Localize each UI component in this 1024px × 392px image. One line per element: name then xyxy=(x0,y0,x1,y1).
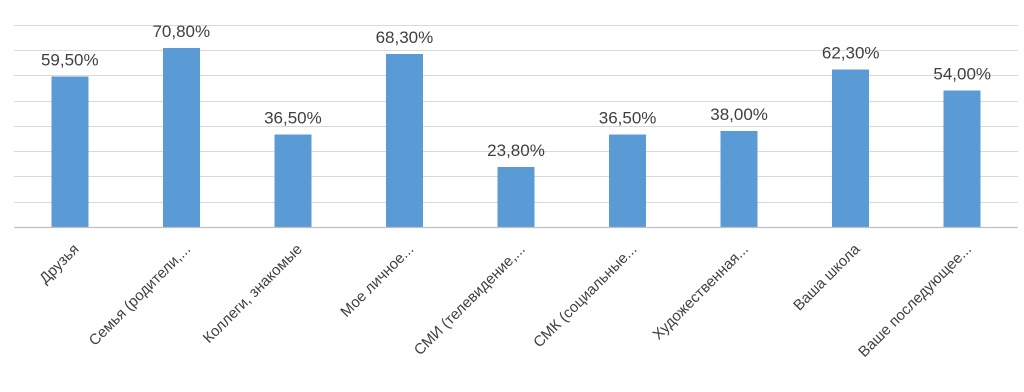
bar xyxy=(162,47,200,228)
category-tick-label: Художественная... xyxy=(649,241,752,344)
data-label: 54,00% xyxy=(933,64,991,83)
data-label: 68,30% xyxy=(376,28,434,47)
bar xyxy=(51,76,89,227)
category-tick-label: Друзья xyxy=(36,241,82,287)
category-tick-label: Мое личное... xyxy=(337,241,417,321)
bar xyxy=(609,134,647,227)
data-label: 36,50% xyxy=(599,109,657,128)
bar xyxy=(832,69,870,228)
category-tick-label: Ваша школа xyxy=(790,240,864,314)
bar xyxy=(720,130,758,227)
bar xyxy=(274,134,312,227)
data-label: 59,50% xyxy=(41,51,99,70)
data-label: 70,80% xyxy=(152,22,210,41)
bar xyxy=(385,54,423,228)
data-label: 23,80% xyxy=(487,141,545,160)
bars xyxy=(51,47,981,228)
category-tick-label: СМИ (телевидение,... xyxy=(411,241,529,359)
data-label: 38,00% xyxy=(710,105,768,124)
category-tick-label: Семья (родители,... xyxy=(86,241,194,349)
bar xyxy=(943,90,981,228)
category-tick-label: Коллеги, знакомые xyxy=(200,241,306,347)
category-tick-labels: Друзья Семья (родители,... Коллеги, знаком… xyxy=(36,240,975,360)
data-labels: 59,50% 70,80% 36,50% 68,30% 23,80% 36,50% 38,0… xyxy=(41,22,991,160)
data-label: 62,30% xyxy=(822,43,880,62)
category-tick-label: СМК (социальные... xyxy=(530,241,640,351)
bar xyxy=(497,166,535,227)
category-tick-label: Ваше последующее... xyxy=(855,241,975,361)
data-label: 36,50% xyxy=(264,109,322,128)
